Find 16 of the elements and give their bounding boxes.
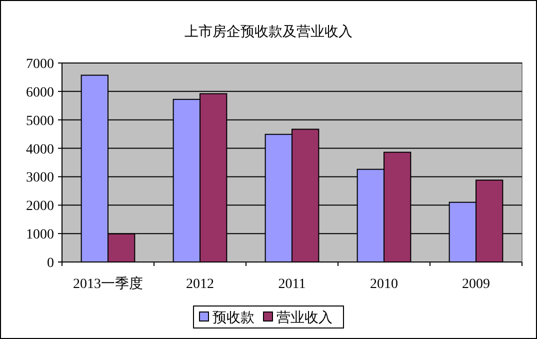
y-tick-label: 6000 <box>26 85 54 100</box>
y-tick-label: 0 <box>47 256 54 271</box>
y-tick-label: 7000 <box>26 57 54 72</box>
x-tick-label: 2012 <box>186 277 214 292</box>
y-tick-label: 4000 <box>26 142 54 158</box>
y-tick-label: 3000 <box>26 170 54 186</box>
legend-label: 预收款 <box>212 310 254 326</box>
y-tick-label: 2000 <box>26 199 54 214</box>
y-tick-label: 5000 <box>26 114 54 129</box>
x-tick-label: 2010 <box>370 277 398 292</box>
legend-label: 营业收入 <box>276 310 332 326</box>
chart-title: 上市房企预收款及营业收入 <box>184 24 352 40</box>
x-tick-label: 2009 <box>462 277 490 292</box>
x-tick-label: 2011 <box>278 277 306 292</box>
x-tick-label: 2013一季度 <box>73 276 143 292</box>
y-tick-label: 1000 <box>26 228 54 243</box>
